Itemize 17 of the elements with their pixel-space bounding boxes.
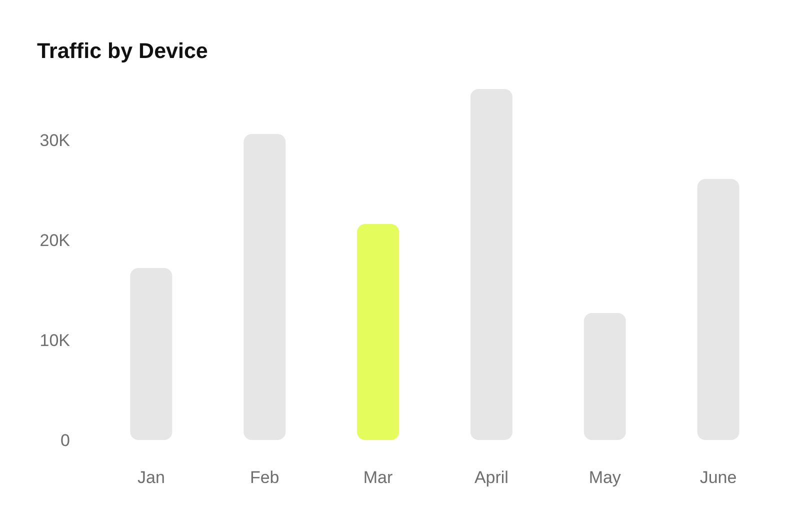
bar: [130, 268, 172, 440]
x-tick-label: April: [474, 468, 508, 487]
y-tick-label: 0: [60, 430, 70, 450]
x-tick-label: May: [588, 468, 622, 487]
x-tick-label: Mar: [363, 468, 394, 487]
bar: [584, 313, 626, 440]
y-tick-label: 20K: [40, 230, 71, 250]
bar: [697, 179, 740, 440]
x-tick-label: June: [700, 468, 737, 487]
bar: [244, 134, 286, 440]
y-tick-label: 10K: [40, 330, 71, 350]
x-tick-label: Feb: [250, 468, 280, 487]
bar: [357, 224, 400, 440]
chart-title: Traffic by Device: [37, 39, 208, 63]
x-tick-label: Jan: [137, 468, 165, 487]
bar: [470, 89, 512, 440]
y-tick-label: 30K: [40, 130, 71, 150]
